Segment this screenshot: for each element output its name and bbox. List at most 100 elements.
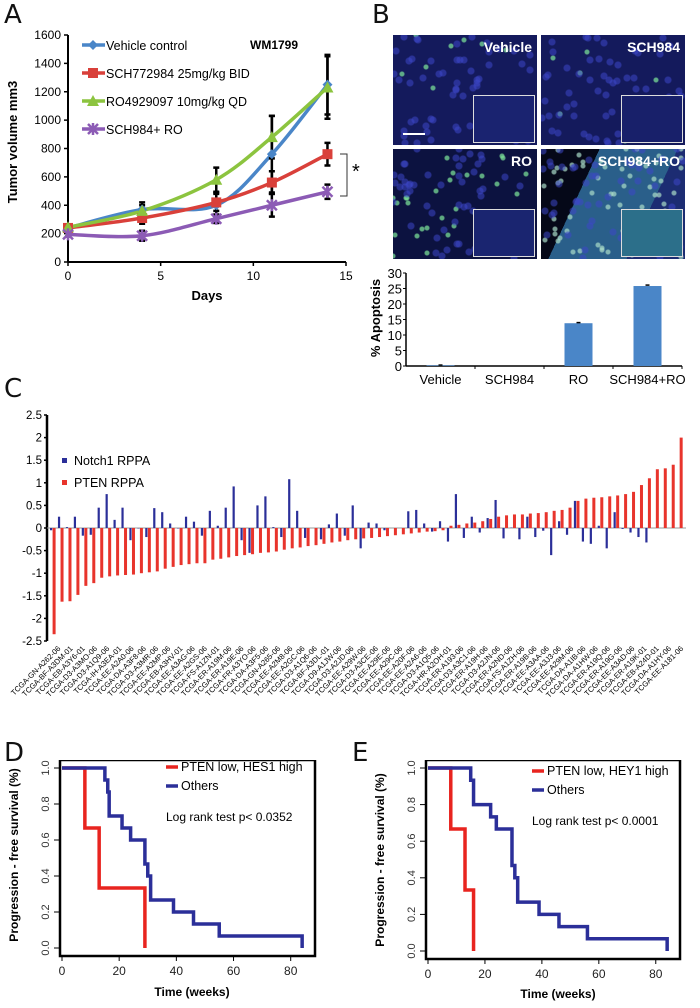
chart-d-survival: 0.0 0.2 0.4 0.6 0.8 1.0 0 20 40 60 80 PTEN low, HE… — [7, 760, 317, 999]
chart-c-bar-notch1 — [470, 516, 473, 528]
ytick-label: 0.0 — [406, 943, 418, 958]
chart-c-bar-notch1 — [494, 499, 497, 528]
chart-c-ytick-label: -0.5 — [22, 546, 42, 558]
chart-c-bar-notch1 — [351, 505, 354, 528]
chart-c-bar-pten — [68, 528, 72, 602]
microscopy-inset — [473, 209, 535, 257]
chart-c-bar-notch1 — [462, 528, 465, 538]
chart-c-bar-pten — [584, 498, 588, 528]
chart-d-ylabel: Progression - free survival (%) — [7, 768, 21, 941]
chart-a-point — [136, 204, 149, 216]
chart-c-bar-pten — [211, 528, 215, 560]
chart-c-bar-notch1 — [73, 516, 77, 528]
chart-c-bar-pten — [155, 528, 159, 572]
microscopy-label: SCH984+RO — [597, 153, 680, 169]
chart-c-bar-pten — [76, 528, 80, 595]
chart-c-bar-pten — [457, 524, 461, 528]
chart-c-bar-pten — [330, 528, 334, 543]
chart-c-bar-pten — [608, 496, 612, 528]
chart-e-ylabel: Progression - free survival (%) — [373, 773, 387, 946]
chart-a-title: WM1799 — [250, 38, 298, 52]
chart-a-point — [266, 149, 277, 160]
chart-c-bar-pten — [663, 468, 667, 528]
legend-label: SCH772984 25mg/kg BID — [106, 67, 250, 81]
chart-c-bar-pten — [124, 528, 128, 576]
chart-b-ytick-label: 0 — [395, 359, 402, 374]
ytick-label: 0.0 — [40, 940, 52, 955]
chart-c-bar-notch1 — [327, 524, 331, 528]
chart-a-ylabel: Tumor volume mm3 — [5, 81, 20, 204]
chart-c-ytick-label: -1 — [32, 568, 42, 580]
chart-c-bar-pten — [227, 528, 231, 558]
xtick-label: 20 — [112, 964, 126, 978]
chart-c-bar-pten — [100, 528, 104, 578]
survival-curve-0 — [62, 766, 147, 948]
chart-c-bar-notch1 — [184, 516, 188, 528]
chart-b-ytick-label: 20 — [388, 297, 402, 312]
significance-bracket — [340, 153, 348, 197]
chart-c-bar-pten — [370, 528, 374, 538]
chart-c-bar-pten — [314, 528, 318, 546]
chart-b-xtick-label: Vehicle — [420, 372, 462, 387]
chart-c-bar-pten — [108, 528, 112, 577]
legend-swatch-marker — [88, 40, 98, 50]
legend-label: Others — [181, 779, 219, 793]
chart-c-bar-notch1 — [407, 511, 410, 528]
chart-c-bar-notch1 — [129, 528, 132, 541]
chart-b-xtick-label: SCH984+RO — [609, 372, 685, 387]
chart-c-bar-notch1 — [645, 528, 648, 543]
chart-e-survival: 0.0 0.2 0.4 0.6 0.8 1.0 0 20 40 60 80 PTEN low, HE… — [373, 760, 682, 1001]
chart-c-bar-notch1 — [272, 527, 275, 528]
chart-c-bar-pten — [552, 510, 556, 528]
chart-e-frame — [424, 760, 682, 961]
chart-a-xtick-label: 10 — [247, 269, 261, 283]
chart-c-bar-notch1 — [542, 528, 545, 531]
ytick-label: 0.2 — [406, 907, 418, 922]
ytick-label: 0.4 — [406, 870, 418, 885]
chart-c-ytick-label: 1.5 — [26, 455, 42, 467]
xtick-label: 40 — [535, 967, 549, 981]
microscopy-inset — [473, 95, 535, 143]
xtick-label: 40 — [170, 964, 184, 978]
chart-c-bar-notch1 — [565, 528, 569, 535]
chart-a-ytick-label: 200 — [41, 227, 61, 241]
chart-c-bar-pten — [671, 464, 675, 528]
chart-c-bar-notch1 — [105, 494, 108, 528]
chart-a-ytick-label: 400 — [41, 198, 61, 212]
chart-c-bar-notch1 — [550, 528, 553, 556]
chart-c-bar-pten — [243, 528, 247, 556]
chart-c-bar-pten — [473, 522, 477, 528]
chart-c-bar-notch1 — [367, 522, 370, 528]
chart-c-bar-pten — [393, 528, 397, 536]
ytick-label: 0.2 — [40, 904, 52, 919]
legend-swatch — [62, 458, 67, 463]
chart-a-point — [62, 221, 74, 233]
chart-c-bar-notch1 — [240, 528, 243, 541]
chart-c-bar-pten — [84, 528, 88, 586]
chart-b-bar — [633, 286, 662, 366]
chart-c-bar-pten — [274, 528, 278, 552]
chart-b-ytick-label: 25 — [388, 282, 402, 297]
chart-c-bar-pten — [616, 495, 620, 528]
chart-b-xtick-label: RO — [569, 372, 589, 387]
chart-c-bar-notch1 — [296, 510, 299, 528]
chart-c-bar-notch1 — [97, 507, 100, 528]
ytick-label: 1.0 — [40, 760, 52, 775]
chart-c-bar-pten — [116, 528, 120, 576]
chart-c-bar-notch1 — [200, 528, 204, 536]
chart-c-bar-notch1 — [121, 507, 124, 528]
chart-c-bar-pten — [481, 521, 485, 528]
chart-b-ytick-label: 30 — [388, 266, 402, 281]
chart-c-bar-notch1 — [89, 528, 92, 535]
chart-c-rppa: -2.5-2-1.5-1-0.500.511.522.5 TCGA-GN-A26… — [9, 410, 686, 700]
legend-swatch-marker — [88, 68, 98, 78]
chart-c-bar-pten — [624, 494, 628, 528]
chart-c-bar-pten — [536, 513, 540, 528]
chart-c-bar-notch1 — [304, 528, 307, 538]
chart-c-bar-notch1 — [153, 508, 156, 528]
chart-a-line-3 — [67, 190, 328, 239]
legend-label: Others — [547, 783, 585, 797]
chart-c-bar-pten — [505, 515, 509, 528]
chart-c-bar-notch1 — [581, 528, 585, 542]
chart-c-ytick-label: 2.5 — [26, 410, 42, 422]
